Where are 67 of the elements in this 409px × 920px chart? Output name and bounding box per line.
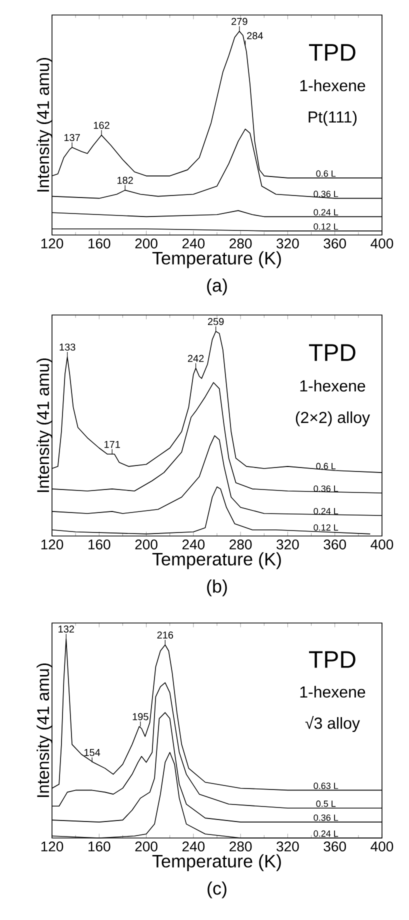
text: (a) [207, 278, 227, 296]
x-tick-label: 400 [370, 842, 394, 852]
x-tick-label: 280 [230, 842, 252, 852]
annotation: 284 [247, 32, 263, 40]
annotation: 259 [208, 318, 224, 326]
x-tick-label: 320 [276, 238, 299, 248]
y-axis-title: Intensity (41 amu) [36, 358, 52, 492]
series-label: 0.12 L [314, 223, 338, 230]
annotation: Pt(111) [308, 110, 357, 126]
x-axis-title: Temperature (K) [152, 251, 281, 268]
x-tick-label: 240 [182, 238, 205, 248]
series-label: 0.6 L [316, 170, 336, 177]
series-label: 0.36 L [314, 190, 338, 198]
series-label: 0.12 L [314, 524, 338, 531]
x-tick-label: 240 [182, 842, 205, 852]
x-tick-label: 280 [230, 238, 252, 248]
annotation: (2×2) alloy [296, 411, 370, 426]
x-tick-label: 320 [276, 540, 299, 550]
annotation: 216 [157, 632, 174, 639]
x-tick-label: 400 [370, 238, 394, 248]
y-axis-title: Intensity (41 amu) [36, 664, 52, 797]
x-tick-label: 360 [324, 238, 346, 248]
annotation: 133 [60, 344, 76, 351]
x-tick-label: 120 [41, 540, 64, 550]
x-tick-label: 360 [324, 842, 346, 852]
series-label: 0.5 L [316, 800, 336, 807]
x-tick-label: 400 [370, 540, 394, 550]
annotation: 154 [84, 749, 100, 756]
legend-label: 0.24 L [314, 830, 338, 837]
x-tick-label: 120 [41, 238, 64, 248]
y-axis-title: Intensity (41 amu) [36, 58, 52, 192]
annotation: 171 [104, 440, 120, 448]
annotation: TPD [309, 44, 356, 61]
text: (b) [207, 580, 227, 596]
annotation: TPD [309, 344, 356, 361]
annotation: 162 [94, 122, 110, 129]
annotation: 182 [117, 176, 133, 184]
series-label: 0.6 L [316, 462, 336, 470]
series-label: 0.36 L [314, 814, 338, 821]
text: (c) [208, 882, 226, 898]
annotation: 132 [58, 626, 74, 633]
x-tick-label: 200 [135, 238, 158, 248]
x-tick-label: 160 [88, 842, 110, 852]
annotation: 279 [232, 18, 248, 25]
x-axis-title: Temperature (K) [152, 854, 281, 872]
series-label: 0.24 L [314, 209, 338, 216]
x-tick-label: 200 [135, 842, 158, 852]
x-tick-label: 120 [41, 842, 64, 852]
annotation: 242 [188, 354, 204, 362]
annotation: 1-hexene [300, 686, 366, 698]
x-axis-title: Temperature (K) [152, 552, 281, 570]
x-tick-label: 200 [135, 540, 158, 550]
x-tick-label: 160 [88, 238, 110, 248]
x-tick-label: 320 [276, 842, 299, 852]
annotation: TPD [309, 651, 356, 668]
annotation: 1-hexene [300, 80, 366, 92]
x-tick-label: 160 [88, 540, 110, 550]
annotation: 195 [132, 713, 148, 720]
annotation: 137 [64, 134, 80, 142]
x-tick-label: 240 [182, 540, 205, 550]
series-label: 0.24 L [314, 508, 338, 514]
x-tick-label: 360 [324, 540, 346, 550]
series-label: 0.63 L [314, 782, 338, 790]
annotation: √3 alloy [305, 716, 360, 732]
x-tick-label: 280 [230, 540, 252, 550]
annotation: 1-hexene [300, 380, 366, 392]
series-label: 0.36 L [314, 485, 338, 492]
